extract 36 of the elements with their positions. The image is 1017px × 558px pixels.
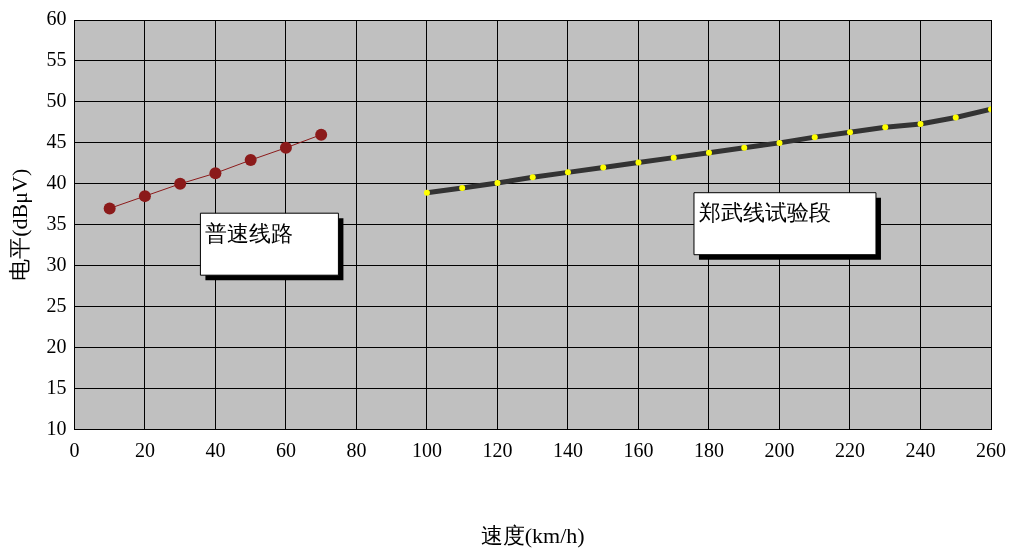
- y-tick-label: 50: [46, 89, 67, 112]
- y-tick-label: 55: [46, 48, 67, 71]
- y-tick-label: 60: [46, 7, 67, 30]
- y-tick-label: 25: [46, 293, 67, 316]
- x-tick-label: 100: [411, 438, 442, 461]
- y-tick-label: 10: [46, 416, 67, 439]
- y-tick-label: 45: [46, 130, 67, 153]
- x-tick-label: 260: [976, 438, 1006, 461]
- x-tick-label: 20: [134, 438, 155, 461]
- x-tick-label: 80: [346, 438, 367, 461]
- x-tick-label: 40: [205, 438, 226, 461]
- x-tick-label: 160: [623, 438, 654, 461]
- point: [279, 141, 292, 154]
- y-tick-label: 40: [46, 171, 67, 194]
- x-tick-label: 60: [275, 438, 296, 461]
- x-axis-title: 速度(km/h): [480, 522, 585, 548]
- y-tick-label: 30: [46, 253, 67, 276]
- x-tick-label: 240: [905, 438, 936, 461]
- x-tick-label: 140: [552, 438, 583, 461]
- x-tick-label: 220: [834, 438, 865, 461]
- point: [174, 177, 187, 190]
- point: [315, 128, 328, 141]
- y-tick-label: 15: [46, 375, 67, 398]
- point: [209, 167, 222, 180]
- y-axis-title: 电平(dBμV): [6, 168, 32, 281]
- point: [244, 154, 257, 167]
- point: [103, 202, 116, 215]
- y-tick-label: 20: [46, 334, 67, 357]
- point: [138, 190, 151, 203]
- x-tick-label: 0: [69, 438, 80, 461]
- x-tick-label: 120: [482, 438, 513, 461]
- y-tick-label: 35: [46, 212, 67, 235]
- text: 郑武线试验段: [698, 200, 831, 226]
- x-tick-label: 180: [693, 438, 724, 461]
- x-tick-label: 200: [764, 438, 795, 461]
- series-label: 普速线路: [205, 220, 294, 246]
